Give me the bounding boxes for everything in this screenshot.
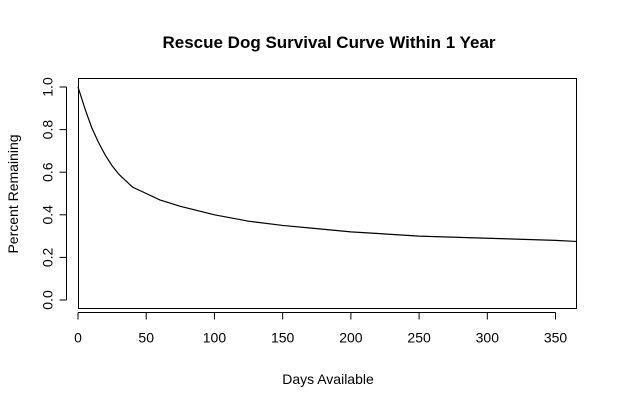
x-tick-label: 150 — [271, 330, 295, 346]
y-axis: 0.0 0.2 0.4 0.6 0.8 1.0 — [40, 77, 67, 310]
y-tick-label: 1.0 — [40, 77, 56, 97]
y-tick-label: 0.2 — [40, 247, 56, 267]
y-tick-label: 0.8 — [40, 120, 56, 140]
x-tick-label: 0 — [74, 330, 82, 346]
x-tick-label: 300 — [476, 330, 500, 346]
chart-title: Rescue Dog Survival Curve Within 1 Year — [162, 33, 495, 52]
survival-curve — [77, 86, 577, 243]
plot-frame — [78, 78, 577, 309]
y-axis-label: Percent Remaining — [5, 134, 21, 253]
x-tick-label: 50 — [138, 330, 154, 346]
y-tick-label: 0.6 — [40, 162, 56, 182]
x-tick-label: 350 — [544, 330, 568, 346]
x-tick-label: 100 — [203, 330, 227, 346]
x-tick-label: 200 — [339, 330, 363, 346]
y-tick-label: 0.4 — [40, 205, 56, 225]
y-tick-label: 0.0 — [40, 290, 56, 310]
x-axis: 0 50 100 150 200 250 300 350 — [74, 312, 568, 346]
x-axis-label: Days Available — [282, 371, 374, 387]
x-tick-label: 250 — [407, 330, 431, 346]
